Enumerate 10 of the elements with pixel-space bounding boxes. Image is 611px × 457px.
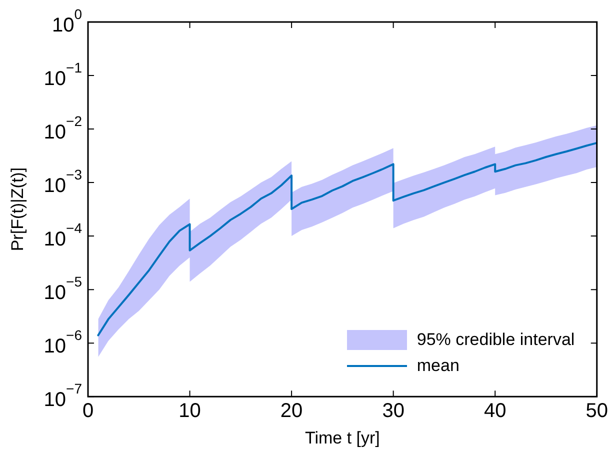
x-tick-label: 40 <box>484 400 506 422</box>
x-tick-label: 0 <box>82 400 94 422</box>
legend-label: mean <box>416 356 460 376</box>
x-tick-label: 20 <box>280 400 303 422</box>
annotation: 95% credible interval <box>416 330 575 350</box>
x-tick-label: 50 <box>586 400 608 422</box>
x-tick-label: 30 <box>382 400 404 422</box>
x-axis-title: Time t [yr] <box>304 428 380 448</box>
y-axis-title: Pr[F(t)|Z(t)] <box>8 167 27 252</box>
x-tick-label: 10 <box>178 400 201 422</box>
